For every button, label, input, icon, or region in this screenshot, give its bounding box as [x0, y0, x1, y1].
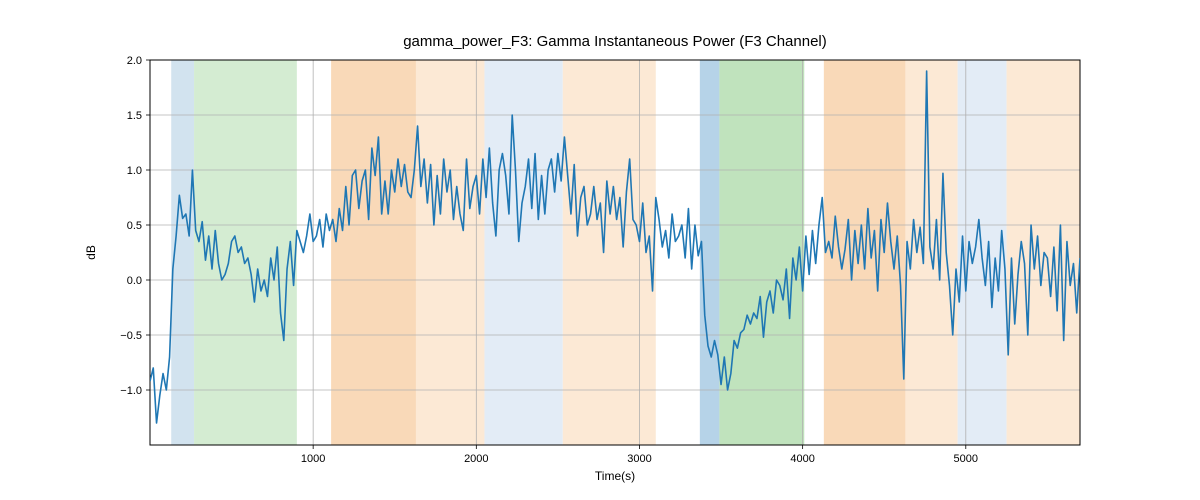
x-axis-ticks: 1000 2000 3000 4000 5000 — [301, 445, 978, 465]
y-axis-ticks: −1.0 −0.5 0.0 0.5 1.0 1.5 2.0 — [120, 55, 150, 397]
y-tick-label: 0.5 — [127, 220, 142, 232]
shaded-region — [1007, 60, 1080, 445]
x-tick-label: 2000 — [464, 453, 488, 465]
y-tick-label: 1.0 — [127, 165, 142, 177]
shaded-region — [700, 60, 720, 445]
chart-container: gamma_power_F3: Gamma Instantaneous Powe… — [0, 0, 1200, 500]
y-axis-label: dB — [84, 245, 98, 260]
background-regions — [171, 60, 1080, 445]
y-tick-label: −0.5 — [120, 330, 142, 342]
x-tick-label: 1000 — [301, 453, 325, 465]
y-tick-label: 0.0 — [127, 275, 142, 287]
x-axis-label: Time(s) — [595, 469, 635, 483]
shaded-region — [484, 60, 562, 445]
x-tick-label: 4000 — [790, 453, 814, 465]
shaded-region — [416, 60, 485, 445]
chart-svg: gamma_power_F3: Gamma Instantaneous Powe… — [0, 0, 1200, 500]
shaded-region — [194, 60, 297, 445]
shaded-region — [824, 60, 906, 445]
shaded-region — [719, 60, 804, 445]
shaded-region — [563, 60, 656, 445]
x-tick-label: 5000 — [954, 453, 978, 465]
shaded-region — [905, 60, 957, 445]
shaded-region — [331, 60, 416, 445]
y-tick-label: 1.5 — [127, 110, 142, 122]
y-tick-label: 2.0 — [127, 55, 142, 67]
chart-title: gamma_power_F3: Gamma Instantaneous Powe… — [403, 33, 827, 50]
y-tick-label: −1.0 — [120, 385, 142, 397]
x-tick-label: 3000 — [627, 453, 651, 465]
